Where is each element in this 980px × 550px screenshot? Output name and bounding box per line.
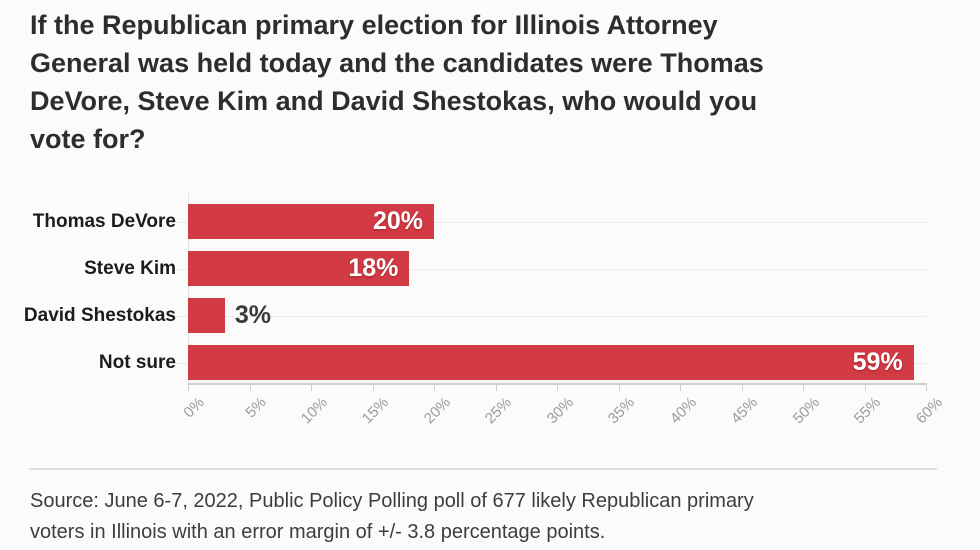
row-gridline [176,268,926,270]
axis-tick [618,383,620,391]
row-gridline [176,221,926,223]
category-label: Steve Kim [84,258,176,279]
axis-tick [495,383,497,391]
row-gridline [176,315,926,317]
axis-tick-label: 35% [605,394,639,428]
axis-tick-label: 50% [789,394,824,428]
axis-tick-label: 55% [851,394,885,428]
axis-tick [926,383,927,391]
axis-tick [372,383,374,391]
axis-tick [434,383,435,391]
axis-tick-label: 15% [359,394,393,428]
value-label: 59% [852,348,903,376]
axis-tick [188,383,189,391]
axis-tick-label: 60% [912,394,947,428]
bar: 59% [188,345,914,380]
axis-tick [311,383,312,391]
bar: 18% [188,251,410,286]
axis-tick-label: 40% [666,394,701,428]
axis-tick [741,383,743,391]
axis-tick [680,383,681,391]
axis-tick-label: 5% [242,394,270,422]
value-label: 3% [234,301,272,329]
axis-tick [864,383,866,391]
category-label: Thomas DeVore [32,211,176,232]
category-label: David Shestokas [23,305,176,326]
axis-tick [249,383,251,391]
axis-tick-label: 30% [543,394,578,428]
axis-zero-line [188,193,189,383]
axis-tick [803,383,804,391]
value-label: 20% [372,207,423,235]
bar: 20% [188,204,434,239]
axis-tick-label: 0% [180,394,209,422]
chart-title: If the Republican primary election for I… [30,10,764,154]
source-note: Source: June 6-7, 2022, Public Policy Po… [30,490,754,543]
axis-tick-label: 25% [482,394,516,428]
axis-tick-label: 20% [420,394,455,428]
axis-tick [557,383,558,391]
axis-tick-label: 45% [728,394,762,428]
divider-line [29,468,937,470]
category-label: Not sure [98,352,176,373]
bar [188,298,225,333]
axis-tick-label: 10% [297,394,332,428]
value-label: 18% [348,254,399,282]
